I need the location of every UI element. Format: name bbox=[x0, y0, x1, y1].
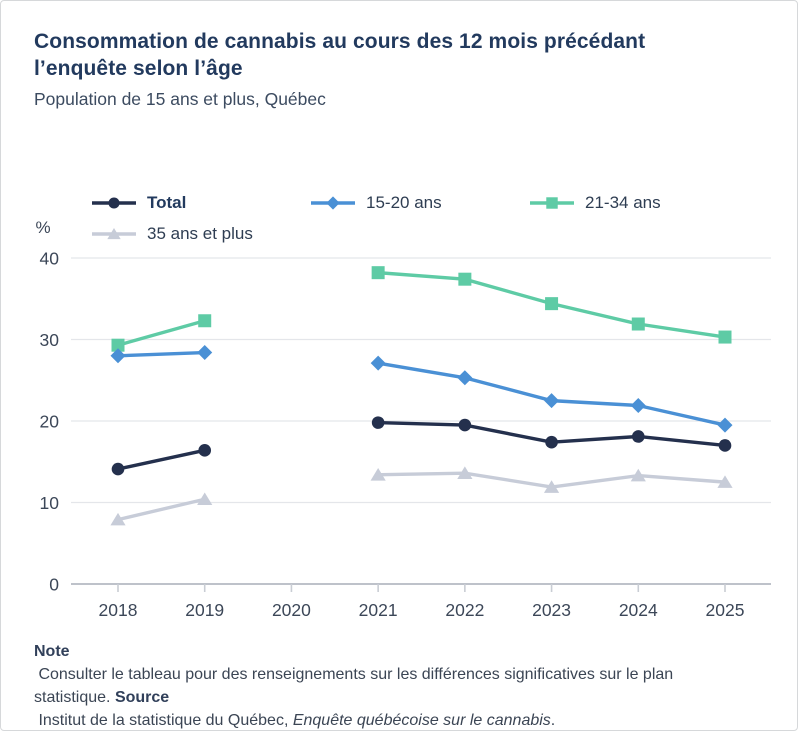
marker-15-20-ans bbox=[110, 348, 126, 364]
square-marker-icon bbox=[530, 196, 574, 209]
legend-item-total[interactable]: Total bbox=[91, 187, 310, 218]
legend-item-35-ans-et-plus[interactable]: 35 ans et plus bbox=[91, 218, 310, 249]
source-text: Institut de la statistique du Québec, bbox=[34, 711, 293, 729]
notes: Note Consulter le tableau pour des rense… bbox=[34, 641, 746, 730]
diamond-marker-icon bbox=[311, 195, 355, 210]
series-line-35-ans-et-plus bbox=[117, 497, 206, 522]
legend-label: Total bbox=[147, 192, 187, 212]
marker-15-20-ans bbox=[544, 393, 560, 409]
source-title: Enquête québécoise sur le cannabis bbox=[292, 711, 551, 729]
x-tick-label: 2021 bbox=[359, 600, 398, 620]
chart-legend: Total 15-20 ans 21-34 ans 35 ans et plus bbox=[91, 187, 751, 249]
marker-35-ans-et-plus bbox=[110, 512, 126, 526]
note-label: Note bbox=[34, 643, 70, 660]
marker-total bbox=[458, 418, 472, 432]
y-tick-label: 30 bbox=[40, 330, 60, 350]
marker-21-34-ans bbox=[111, 338, 125, 352]
legend-label: 35 ans et plus bbox=[147, 223, 253, 243]
series-line-total bbox=[117, 448, 206, 471]
marker-21-34-ans bbox=[631, 317, 645, 331]
marker-total bbox=[718, 439, 732, 452]
y-tick-label: 40 bbox=[40, 249, 60, 269]
marker-15-20-ans bbox=[197, 345, 213, 361]
legend-marker-shape bbox=[326, 195, 340, 210]
line-chart: 0 10 20 30 40% 2018 2019 2020 2021 2022 2023 2024 20… bbox=[35, 218, 771, 620]
series-line-21-34-ans bbox=[117, 319, 206, 347]
marker-total bbox=[631, 430, 645, 443]
marker-total bbox=[545, 435, 558, 449]
legend-label: 15-20 ans bbox=[366, 192, 442, 212]
x-tick-label: 2022 bbox=[445, 600, 484, 620]
y-axis-unit-label: % bbox=[35, 218, 50, 237]
legend-marker-shape bbox=[546, 196, 558, 209]
legend-item-21-34-ans[interactable]: 21-34 ans bbox=[529, 187, 748, 218]
marker-35-ans-et-plus bbox=[370, 467, 386, 481]
y-tick-label: 10 bbox=[40, 493, 60, 513]
marker-21-34-ans bbox=[718, 330, 732, 344]
x-tick-label: 2025 bbox=[706, 600, 745, 620]
marker-15-20-ans bbox=[717, 417, 733, 433]
marker-21-34-ans bbox=[198, 314, 212, 328]
chart-title: Consommation de cannabis au cours des 12… bbox=[34, 30, 646, 81]
y-tick-label: 20 bbox=[40, 412, 60, 432]
marker-total bbox=[198, 444, 212, 457]
triangle-marker-icon bbox=[92, 227, 136, 239]
marker-total bbox=[371, 416, 385, 429]
source-period: . bbox=[550, 711, 556, 729]
marker-15-20-ans bbox=[630, 398, 646, 414]
x-tick-label: 2018 bbox=[99, 600, 138, 620]
marker-15-20-ans bbox=[370, 355, 386, 371]
source-label: Source bbox=[114, 688, 170, 706]
y-tick-label: 0 bbox=[49, 575, 59, 595]
marker-35-ans-et-plus bbox=[630, 468, 646, 482]
legend-item-15-20-ans[interactable]: 15-20 ans bbox=[310, 187, 529, 218]
marker-total bbox=[111, 462, 125, 476]
x-tick-label: 2019 bbox=[185, 600, 224, 620]
marker-35-ans-et-plus bbox=[543, 480, 560, 493]
legend-marker-shape bbox=[108, 196, 120, 209]
marker-21-34-ans bbox=[545, 297, 559, 311]
legend-label: 21-34 ans bbox=[585, 192, 661, 212]
series-line-15-20-ans bbox=[117, 350, 205, 358]
marker-21-34-ans bbox=[458, 272, 472, 286]
circle-marker-icon bbox=[92, 196, 136, 209]
chart-subtitle: Population de 15 ans et plus, Québec bbox=[34, 89, 326, 109]
x-tick-label: 2020 bbox=[272, 600, 311, 620]
x-tick-label: 2024 bbox=[619, 600, 658, 620]
marker-35-ans-et-plus bbox=[457, 466, 473, 479]
marker-21-34-ans bbox=[371, 266, 385, 280]
legend-marker-shape bbox=[107, 227, 121, 239]
marker-35-ans-et-plus bbox=[717, 475, 733, 488]
marker-35-ans-et-plus bbox=[197, 492, 213, 506]
note-text: Consulter le tableau pour des renseignem… bbox=[34, 665, 678, 706]
x-tick-label: 2023 bbox=[532, 600, 571, 620]
marker-15-20-ans bbox=[457, 370, 473, 386]
